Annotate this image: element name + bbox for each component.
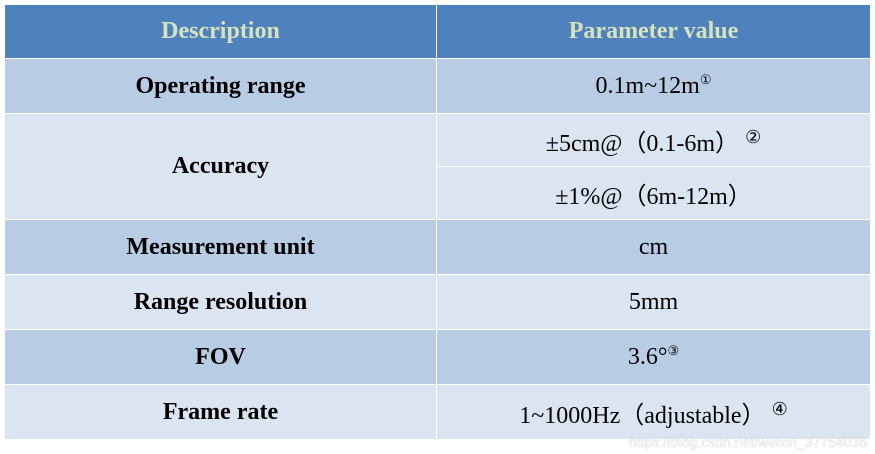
value-operating-range-text: 0.1m~12m [595, 73, 700, 99]
value-frame-rate: 1~1000Hz（adjustable） ④ [436, 384, 871, 440]
value-frame-rate-text: 1~1000Hz（adjustable） [519, 402, 766, 429]
value-accuracy-1: ±5cm@（0.1-6m） ② [436, 113, 871, 167]
row-accuracy-1: Accuracy ±5cm@（0.1-6m） ② [4, 113, 871, 220]
row-operating-range: Operating range 0.1m~12m① [4, 58, 871, 114]
row-frame-rate: Frame rate 1~1000Hz（adjustable） ④ [4, 384, 871, 440]
label-accuracy: Accuracy [4, 113, 437, 220]
watermark: https://blog.csdn.net/weixin_37754036 [628, 434, 867, 450]
spec-table: Description Parameter value Operating ra… [4, 4, 871, 440]
row-measurement-unit: Measurement unit cm [4, 219, 871, 275]
value-range-resolution: 5mm [436, 274, 871, 330]
note-3-marker: ③ [667, 343, 680, 358]
label-operating-range: Operating range [4, 58, 437, 114]
row-fov: FOV 3.6°③ [4, 329, 871, 385]
note-2-marker: ② [745, 126, 762, 147]
label-frame-rate: Frame rate [4, 384, 437, 440]
note-1-marker: ① [699, 72, 712, 87]
header-parameter-value: Parameter value [436, 4, 871, 59]
value-accuracy-1-text: ±5cm@（0.1-6m） [545, 130, 740, 157]
row-accuracy-2: ±1%@（6m-12m） [5, 166, 871, 220]
value-fov: 3.6°③ [436, 329, 871, 385]
value-operating-range: 0.1m~12m① [436, 58, 871, 114]
value-fov-text: 3.6° [627, 344, 668, 370]
value-measurement-unit: cm [436, 219, 871, 275]
label-range-resolution: Range resolution [4, 274, 437, 330]
header-row: Description Parameter value [4, 4, 871, 59]
label-fov: FOV [4, 329, 437, 385]
row-range-resolution: Range resolution 5mm [4, 274, 871, 330]
value-accuracy-2: ±1%@（6m-12m） [436, 166, 871, 220]
note-4-marker: ④ [771, 398, 788, 419]
header-description: Description [4, 4, 437, 59]
label-measurement-unit: Measurement unit [4, 219, 437, 275]
